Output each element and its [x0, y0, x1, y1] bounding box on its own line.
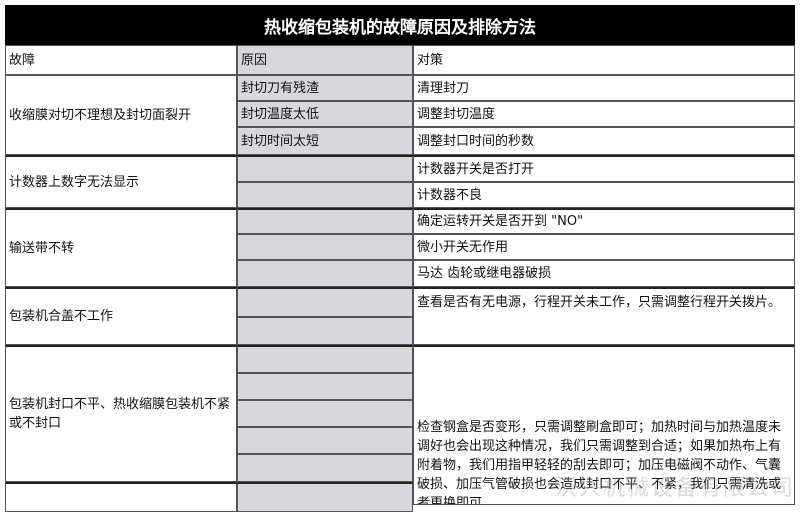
- cause-cell: 封切温度太低: [237, 101, 413, 127]
- fault-cell: 包装机合盖不工作: [5, 287, 237, 345]
- header-fault: 故障: [5, 45, 237, 75]
- fault-cell: [5, 482, 237, 512]
- cause-cell: [237, 373, 413, 400]
- solution-cell: 查看是否有无电源，行程开关未工作，只需调整行程开关拨片。: [413, 287, 795, 345]
- fault-cell: 收缩膜对切不理想及封切面裂开: [5, 75, 237, 155]
- cause-cell: [237, 482, 413, 512]
- solution-cell: 确定运转开关是否开到 "NO": [413, 208, 795, 234]
- fault-cell: 计数器上数字无法显示: [5, 155, 237, 208]
- cause-cell: [237, 454, 413, 482]
- cause-cell: [237, 400, 413, 427]
- cause-cell: [237, 208, 413, 234]
- solution-cell: 清理封刀: [413, 75, 795, 101]
- cause-cell: 封切时间太短: [237, 127, 413, 155]
- cause-cell: [237, 317, 413, 345]
- fault-cell: 输送带不转: [5, 208, 237, 287]
- table-title: 热收缩包装机的故障原因及排除方法: [5, 5, 795, 45]
- solution-cell: 检查钢盒是否变形，只需调整刷盒即可；加热时间与加热温度未调好也会出现这种情况，我…: [413, 345, 795, 505]
- fault-cell: 包装机封口不平、热收缩膜包装机不紧或不封口: [5, 345, 237, 482]
- cause-cell: [237, 234, 413, 260]
- cause-cell: [237, 427, 413, 454]
- cause-cell: [237, 260, 413, 287]
- header-cause: 原因: [237, 45, 413, 75]
- solution-cell: 微小开关无作用: [413, 234, 795, 260]
- solution-cell: 调整封切温度: [413, 101, 795, 127]
- cause-cell: [237, 182, 413, 208]
- cause-cell: 封切刀有残渣: [237, 75, 413, 101]
- solution-cell: 马达 齿轮或继电器破损: [413, 260, 795, 287]
- cause-cell: [237, 287, 413, 317]
- cause-cell: [237, 155, 413, 182]
- header-solution: 对策: [413, 45, 795, 75]
- solution-cell: 计数器开关是否打开: [413, 155, 795, 182]
- watermark: 沃兴机械设备有限公司: [555, 476, 796, 501]
- solution-cell: 调整封口时间的秒数: [413, 127, 795, 155]
- cause-cell: [237, 345, 413, 373]
- solution-cell: 计数器不良: [413, 182, 795, 208]
